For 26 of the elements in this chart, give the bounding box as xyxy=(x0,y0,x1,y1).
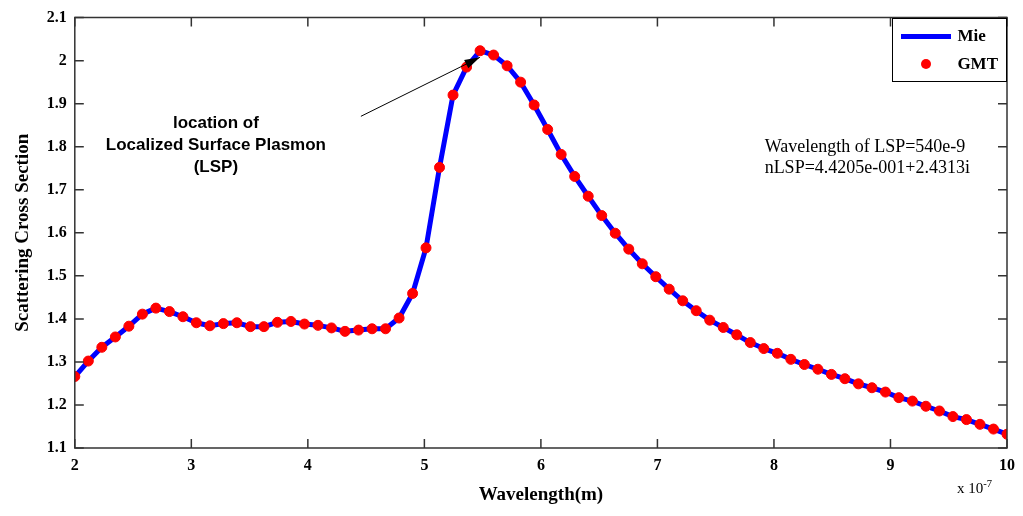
y-tick-label: 1.9 xyxy=(46,93,67,111)
legend-label: Mie xyxy=(957,25,986,46)
y-tick-label: 1.5 xyxy=(46,265,67,283)
x-tick-label: 5 xyxy=(420,455,429,473)
x-tick-label: 4 xyxy=(303,455,312,473)
annotation: location of Localized Surface Plasmon (LSP) xyxy=(105,113,326,177)
y-tick-label: 2.1 xyxy=(46,7,67,25)
y-tick-label: 2 xyxy=(58,50,67,68)
y-tick-label: 1.2 xyxy=(46,395,67,413)
x-tick-label: 7 xyxy=(653,455,662,473)
y-tick-label: 1.7 xyxy=(46,179,67,197)
x-tick-label: 3 xyxy=(187,455,196,473)
annotation: Wavelength of LSP=540e-9 nLSP=4.4205e-001+2.4313i xyxy=(764,136,970,178)
y-tick-label: 1.6 xyxy=(46,222,67,240)
x-tick-label: 6 xyxy=(536,455,545,473)
x-tick-label: 9 xyxy=(886,455,895,473)
y-tick-label: 1.1 xyxy=(46,438,67,456)
y-axis-title: Scattering Cross Section xyxy=(11,133,33,332)
x-tick-label: 2 xyxy=(70,455,79,473)
legend-label: GMT xyxy=(957,53,998,74)
y-tick-label: 1.3 xyxy=(46,352,67,370)
x-tick-label: 10 xyxy=(999,455,1015,473)
y-tick-label: 1.4 xyxy=(46,309,67,327)
y-tick-label: 1.8 xyxy=(46,136,67,154)
x-axis-title: Wavelength(m) xyxy=(478,482,604,505)
x-tick-label: 8 xyxy=(769,455,778,473)
